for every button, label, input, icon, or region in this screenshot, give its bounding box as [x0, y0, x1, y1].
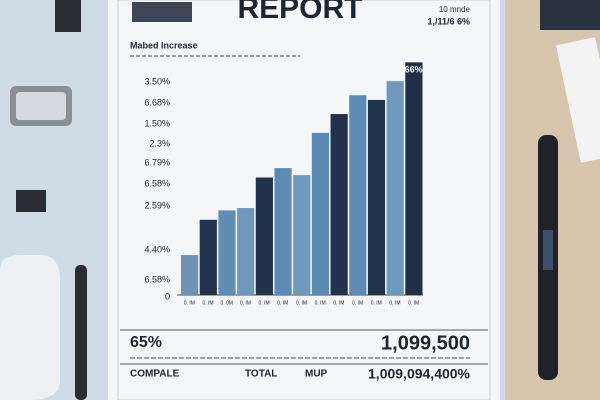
bar [330, 114, 348, 295]
bar [218, 210, 236, 295]
axis-label: 4.40% [144, 244, 170, 254]
report-title: REPORT [237, 0, 362, 25]
bar-label: 0. IM [277, 300, 288, 306]
bar-label: 0. 0M [220, 300, 233, 306]
binder-clip [16, 190, 46, 212]
bar-label: 0. IM [408, 300, 419, 306]
bar-label: 0. IM [184, 300, 195, 306]
axis-label: 2.59% [144, 200, 170, 210]
bar [349, 95, 367, 295]
summary-total: 1,009,094,400% [368, 366, 471, 382]
device [540, 0, 600, 30]
bar-label: 0. IM [315, 300, 326, 306]
bar-chart: 3.50% 6.68% 1.50% 2.3% 6.79% 6.58% 2.59% 4.40% 6… [144, 62, 423, 306]
bar-annotation: 66% [405, 65, 423, 75]
paper-sheet [555, 37, 600, 163]
bar [199, 219, 217, 295]
binder-clip [55, 0, 81, 32]
bar-label: 0. IM [371, 300, 382, 306]
column-heading: MUP [305, 369, 328, 380]
column-heading: COMPALE [130, 369, 180, 380]
axis-label: 6.58% [144, 178, 170, 188]
axis-label: 1.50% [144, 118, 170, 128]
axis-label: 0 [165, 291, 170, 301]
bar-label: 0. IM [296, 300, 307, 306]
column-heading: TOTAL [245, 369, 277, 380]
axis-label: 6.58% [144, 274, 170, 284]
logo [132, 2, 192, 22]
axis-label: 6.79% [144, 157, 170, 167]
bar-label: 0. IM [240, 300, 251, 306]
clip-box-face [16, 92, 66, 120]
header-note: 1,/11/6 6% [427, 16, 470, 26]
bar [255, 177, 273, 295]
bar-label: 0. IM [352, 300, 363, 306]
bar [274, 168, 292, 295]
mouse [0, 255, 60, 400]
bar-label: 0. IM [202, 300, 213, 306]
bar [293, 175, 311, 295]
pen-band [543, 230, 553, 270]
bar [237, 208, 255, 295]
bar-label: 0. IM [259, 300, 270, 306]
bar-label: 0. IM [389, 300, 400, 306]
paper-frame [117, 0, 491, 400]
axis-label: 6.68% [144, 97, 170, 107]
bar [311, 132, 330, 295]
summary-left: 65% [130, 334, 162, 351]
bar [181, 255, 199, 295]
summary-right: 1,099,500 [381, 332, 470, 354]
chart-subtitle: Mabed Increase [130, 40, 198, 50]
axis-label: 3.50% [144, 76, 170, 86]
axis-label: 2.3% [149, 138, 170, 148]
header-note: 10 mnde [439, 5, 471, 14]
bar [386, 81, 404, 296]
bar [367, 99, 386, 295]
bar [405, 62, 423, 295]
bar-label: 0. IM [333, 300, 344, 306]
pen [75, 265, 87, 400]
